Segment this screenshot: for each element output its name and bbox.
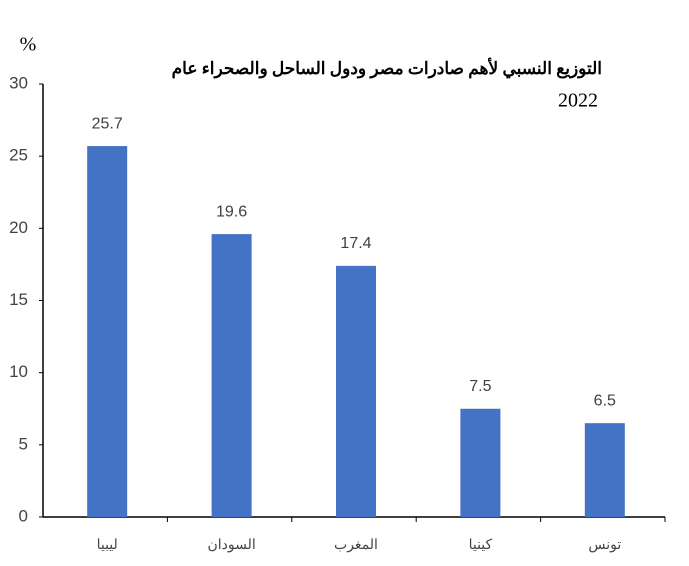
chart-subtitle: 2022 [558,90,598,112]
y-tick-label: 5 [19,434,28,453]
x-tick-label: السودان [207,538,255,553]
data-label: 17.4 [340,235,371,252]
bar [211,234,252,517]
y-tick-label: 20 [9,218,28,237]
x-tick-label: المغرب [334,538,378,553]
x-tick-label: ليبيا [97,538,118,553]
data-label: 19.6 [216,203,247,220]
y-tick-label: 25 [9,146,28,165]
y-tick-label: 30 [9,73,28,92]
y-tick-label: 10 [9,362,28,381]
data-label: 25.7 [92,115,123,132]
bar [87,146,128,517]
data-label: 7.5 [469,378,491,395]
x-tick-label: كينيا [469,538,493,553]
bar [584,423,625,517]
y-axis-unit: % [20,34,37,56]
y-tick-label: 0 [19,506,28,525]
y-tick-label: 15 [9,290,28,309]
x-tick-label: تونس [588,538,621,553]
bar [336,265,376,517]
data-label: 6.5 [594,392,616,409]
title-background [80,56,605,116]
bar [460,408,501,517]
chart-title: التوزيع النسبي لأهم صادرات مصر ودول السا… [172,57,602,79]
